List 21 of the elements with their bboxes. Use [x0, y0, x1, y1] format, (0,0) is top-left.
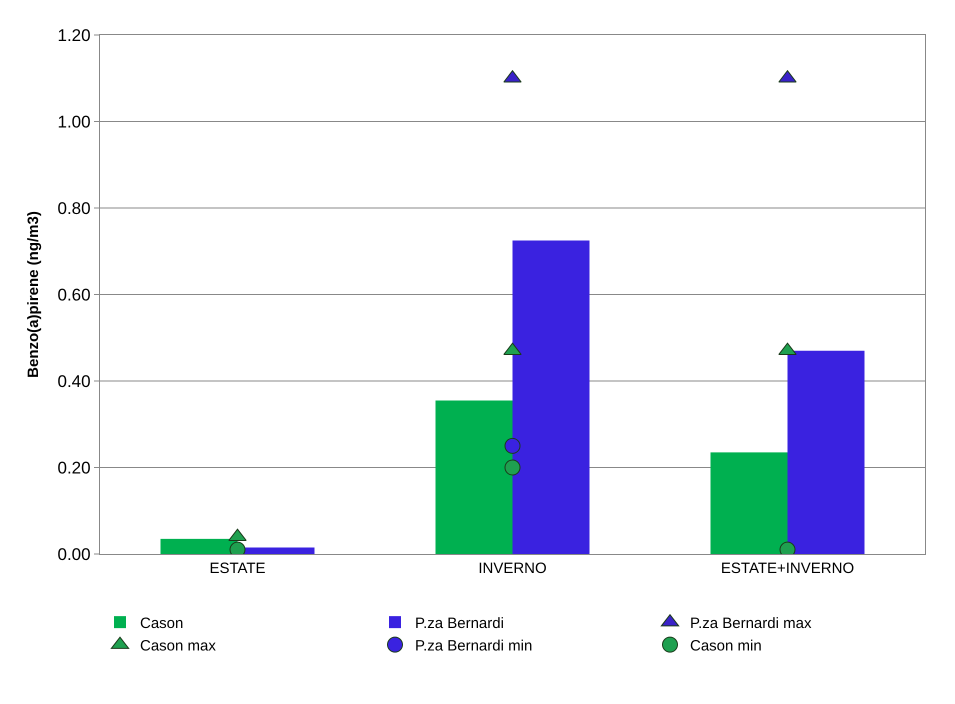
bar	[710, 452, 788, 554]
legend-label: P.za Bernardi	[415, 615, 504, 632]
y-tick-label: 0.40	[58, 372, 91, 391]
legend-label: P.za Bernardi max	[690, 615, 812, 632]
y-axis-title: Benzo(a)pirene (ng/m3)	[24, 211, 42, 378]
legend-label: Cason	[140, 615, 184, 632]
bar	[160, 538, 238, 554]
legend-label: Cason min	[690, 638, 762, 654]
y-tick-label: 0.00	[58, 544, 91, 564]
y-tick-label: 0.20	[58, 458, 91, 478]
x-tick-label: ESTATE	[209, 560, 266, 577]
x-tick-label: ESTATE+INVERNO	[720, 560, 854, 577]
y-tick-label: 1.00	[58, 112, 91, 132]
legend-label: Cason max	[140, 638, 216, 654]
y-tick-label: 0.60	[58, 285, 91, 304]
bar	[436, 400, 512, 554]
legend-label: P.za Bernardi min	[415, 638, 532, 654]
y-tick-label: 0.80	[58, 198, 91, 218]
x-tick-label: INVERNO	[478, 560, 547, 577]
y-tick-label: 1.20	[58, 26, 91, 45]
bar	[788, 350, 864, 554]
